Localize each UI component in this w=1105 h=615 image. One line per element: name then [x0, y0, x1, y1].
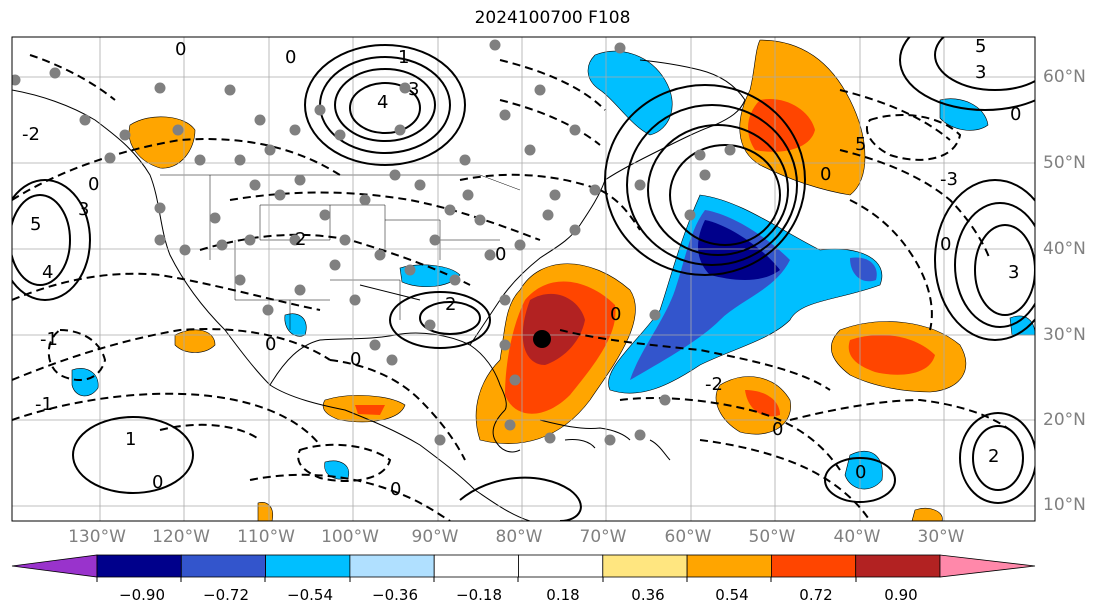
colorbar-tick-label: 0.18 [546, 586, 580, 604]
contour-label: 0 [88, 174, 99, 195]
contour-label: 0 [940, 234, 951, 255]
lon-label: 110°W [237, 527, 295, 547]
colorbar-high-extension [939, 554, 1036, 578]
colorbar-bin [518, 554, 604, 578]
contour-label: 0 [285, 47, 296, 68]
contour-label: -3 [940, 169, 958, 190]
colorbar-bin [855, 554, 941, 578]
dashed-contours [12, 54, 1011, 521]
lat-label: 60°N [1043, 67, 1086, 87]
contour-label: 2 [445, 294, 456, 315]
contour-label: -2 [22, 124, 40, 145]
lon-label: 120°W [152, 527, 210, 547]
contour-label: 1 [125, 429, 136, 450]
contour-label: 0 [152, 472, 163, 493]
contour-label: 4 [42, 262, 53, 283]
lon-label: 30°W [917, 527, 965, 547]
colorbar [11, 554, 1036, 582]
lon-label: 100°W [321, 527, 379, 547]
contour-label: 5 [975, 36, 986, 57]
contour-label: 0 [175, 39, 186, 60]
contour-label: 5 [855, 134, 866, 155]
lat-label: 20°N [1043, 410, 1086, 430]
contour-label: 0 [772, 419, 783, 440]
contour-label: 0 [820, 164, 831, 185]
colorbar-bin [602, 554, 688, 578]
colorbar-bin [180, 554, 267, 578]
colorbar-tick-label: 0.90 [884, 586, 918, 604]
colorbar-tick-label: −0.72 [203, 586, 249, 604]
lat-label: 10°N [1043, 495, 1086, 515]
contour-label: 4 [377, 92, 388, 113]
lat-label: 30°N [1043, 325, 1086, 345]
contour-label: -2 [705, 374, 723, 395]
contour-label: 0 [610, 304, 621, 325]
colorbar-bin [433, 554, 519, 578]
contour-label: 0 [495, 244, 506, 265]
contour-label: 0 [1010, 104, 1021, 125]
contour-label: 0 [390, 479, 401, 500]
lon-label: 40°W [833, 527, 881, 547]
contour-label: 0 [350, 349, 361, 370]
station-points [12, 39, 736, 446]
contour-label: 3 [1008, 262, 1019, 283]
colorbar-tick-label: 0.36 [631, 586, 665, 604]
contour-label: 5 [30, 214, 41, 235]
contour-label: 2 [295, 229, 306, 250]
colorbar-tick-label: −0.18 [456, 586, 502, 604]
contour-label: 0 [265, 334, 276, 355]
contour-label: -1 [35, 394, 53, 415]
colorbar-bin [96, 554, 182, 578]
lon-label: 70°W [579, 527, 627, 547]
lat-label: 40°N [1043, 239, 1086, 259]
contour-label: 1 [398, 47, 409, 68]
contour-label: 2 [988, 446, 999, 467]
colorbar-bin [686, 554, 772, 578]
lat-label: 50°N [1043, 153, 1086, 173]
contour-label: 3 [408, 79, 419, 100]
colorbar-tick-label: 0.72 [799, 586, 833, 604]
storm-center-marker [533, 330, 551, 348]
lon-label: 90°W [411, 527, 459, 547]
contour-label: 0 [855, 462, 866, 483]
map-title: 2024100700 F108 [474, 8, 631, 28]
colorbar-bin [349, 554, 435, 578]
contour-label: 3 [975, 62, 986, 83]
colorbar-low-extension [11, 554, 98, 578]
contour-label-group: 4 3 1 0 0 5 3 4 0 2 2 0 0 0 1 0 -1 -1 -2… [22, 36, 1021, 500]
colorbar-bin [771, 554, 857, 578]
colorbar-tick-label: −0.54 [287, 586, 333, 604]
plot-border [11, 36, 1036, 522]
contour-label: 3 [78, 199, 89, 220]
colorbar-tick-label: 0.54 [715, 586, 749, 604]
coastlines [12, 59, 746, 521]
colorbar-tick-label: −0.36 [372, 586, 418, 604]
colorbar-bin [265, 554, 351, 578]
lon-label: 80°W [495, 527, 543, 547]
contour-label: -1 [40, 329, 58, 350]
lon-label: 60°W [664, 527, 712, 547]
lon-label: 50°W [748, 527, 796, 547]
colorbar-tick-label: −0.90 [119, 586, 165, 604]
lon-label: 130°W [68, 527, 126, 547]
